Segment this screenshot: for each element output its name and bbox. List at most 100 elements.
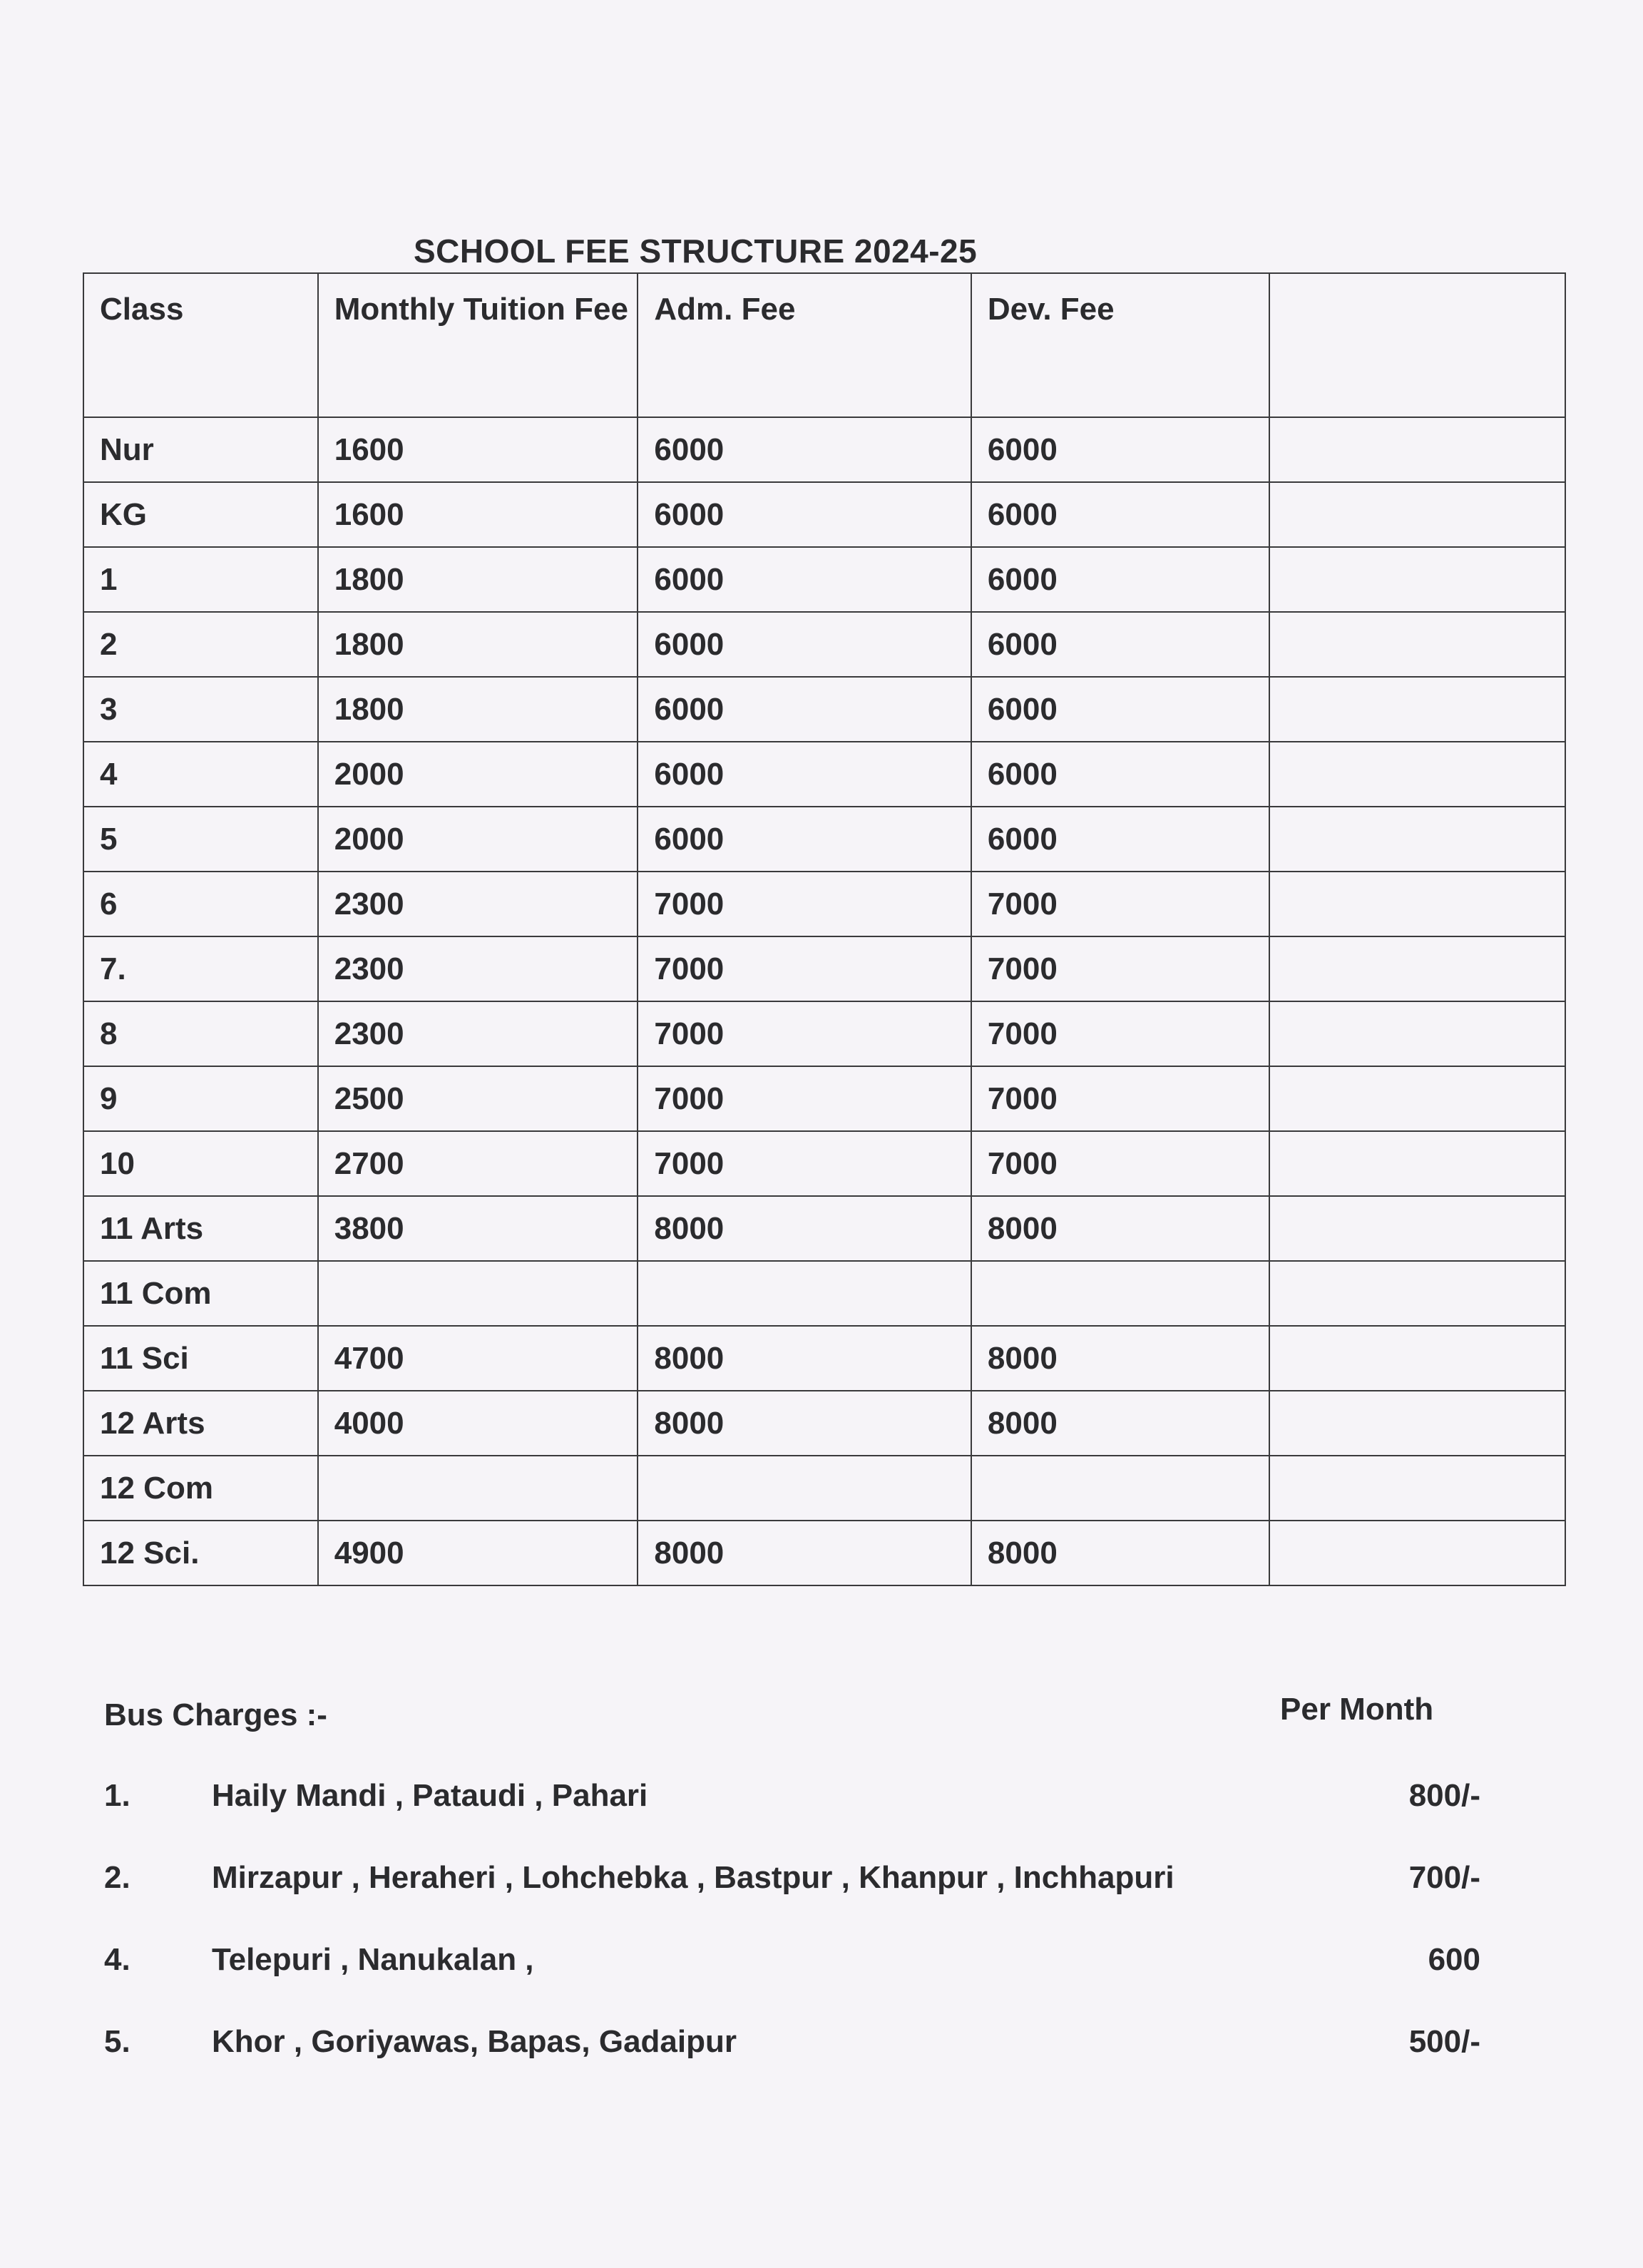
cell-monthly-tuition-fee: 2000 xyxy=(317,741,639,807)
cell-dev-fee: 6000 xyxy=(970,741,1270,807)
cell-monthly-tuition-fee: 2300 xyxy=(317,936,639,1002)
cell-class: 4 xyxy=(83,741,319,807)
table-row: Nur 1600 6000 6000 xyxy=(83,417,1566,483)
cell-blank xyxy=(1268,1195,1566,1262)
cell-blank xyxy=(1268,1001,1566,1067)
cell-class: 12 Com xyxy=(83,1455,319,1521)
route-number: 1. xyxy=(104,1778,130,1813)
table-row: 7. 2300 7000 7000 xyxy=(83,936,1566,1002)
route-places: Khor , Goriyawas, Bapas, Gadaipur xyxy=(212,2024,737,2059)
table-row: 11 Arts 3800 8000 8000 xyxy=(83,1195,1566,1262)
cell-adm-fee: 7000 xyxy=(637,1001,972,1067)
cell-dev-fee: 6000 xyxy=(970,676,1270,742)
cell-class: 11 Com xyxy=(83,1260,319,1327)
route-amount: 800/- xyxy=(1408,1778,1480,1813)
cell-adm-fee xyxy=(637,1455,972,1521)
cell-adm-fee: 6000 xyxy=(637,546,972,613)
cell-monthly-tuition-fee xyxy=(317,1260,639,1327)
cell-monthly-tuition-fee: 2300 xyxy=(317,1001,639,1067)
table-row: KG 1600 6000 6000 xyxy=(83,481,1566,548)
fee-table: Class Monthly Tuition Fee Adm. Fee Dev. … xyxy=(83,272,1566,1586)
cell-adm-fee: 6000 xyxy=(637,676,972,742)
cell-dev-fee: 7000 xyxy=(970,1001,1270,1067)
cell-adm-fee: 6000 xyxy=(637,806,972,872)
cell-class: 11 Arts xyxy=(83,1195,319,1262)
cell-adm-fee: 8000 xyxy=(637,1195,972,1262)
cell-monthly-tuition-fee: 2300 xyxy=(317,871,639,937)
bus-charges-heading: Bus Charges :- xyxy=(104,1697,327,1732)
cell-class: 2 xyxy=(83,611,319,678)
cell-dev-fee: 6000 xyxy=(970,546,1270,613)
cell-dev-fee: 7000 xyxy=(970,936,1270,1002)
cell-monthly-tuition-fee: 4700 xyxy=(317,1325,639,1391)
cell-blank xyxy=(1268,611,1566,678)
cell-dev-fee: 8000 xyxy=(970,1520,1270,1586)
cell-class: KG xyxy=(83,481,319,548)
bus-route-item: 4. Telepuri , Nanukalan , 600 xyxy=(104,1942,1480,1985)
cell-monthly-tuition-fee: 2000 xyxy=(317,806,639,872)
cell-blank xyxy=(1268,1325,1566,1391)
table-row: 9 2500 7000 7000 xyxy=(83,1066,1566,1132)
header-adm-fee: Adm. Fee xyxy=(637,272,972,418)
cell-dev-fee: 6000 xyxy=(970,417,1270,483)
table-row: 5 2000 6000 6000 xyxy=(83,806,1566,872)
cell-monthly-tuition-fee: 1600 xyxy=(317,481,639,548)
cell-adm-fee: 6000 xyxy=(637,611,972,678)
table-row: 12 Sci. 4900 8000 8000 xyxy=(83,1520,1566,1586)
cell-monthly-tuition-fee: 2500 xyxy=(317,1066,639,1132)
cell-adm-fee: 7000 xyxy=(637,871,972,937)
cell-adm-fee: 7000 xyxy=(637,1130,972,1197)
cell-dev-fee: 8000 xyxy=(970,1325,1270,1391)
cell-monthly-tuition-fee: 1800 xyxy=(317,546,639,613)
cell-class: 12 Arts xyxy=(83,1390,319,1456)
route-number: 4. xyxy=(104,1942,130,1977)
cell-class: 6 xyxy=(83,871,319,937)
cell-class: 9 xyxy=(83,1066,319,1132)
bus-route-item: 1. Haily Mandi , Pataudi , Pahari 800/- xyxy=(104,1778,1480,1821)
cell-monthly-tuition-fee: 1800 xyxy=(317,676,639,742)
cell-class: 10 xyxy=(83,1130,319,1197)
table-row: 11 Com xyxy=(83,1260,1566,1327)
table-row: 4 2000 6000 6000 xyxy=(83,741,1566,807)
table-row: 12 Arts 4000 8000 8000 xyxy=(83,1390,1566,1456)
cell-adm-fee: 7000 xyxy=(637,1066,972,1132)
cell-class: 5 xyxy=(83,806,319,872)
cell-dev-fee: 7000 xyxy=(970,1130,1270,1197)
cell-blank xyxy=(1268,806,1566,872)
route-places: Telepuri , Nanukalan , xyxy=(212,1942,534,1977)
route-places: Haily Mandi , Pataudi , Pahari xyxy=(212,1778,648,1813)
route-amount: 600 xyxy=(1428,1942,1480,1977)
cell-dev-fee: 6000 xyxy=(970,611,1270,678)
cell-blank xyxy=(1268,1130,1566,1197)
table-row: 8 2300 7000 7000 xyxy=(83,1001,1566,1067)
cell-monthly-tuition-fee: 1600 xyxy=(317,417,639,483)
cell-adm-fee: 8000 xyxy=(637,1520,972,1586)
cell-adm-fee xyxy=(637,1260,972,1327)
cell-monthly-tuition-fee: 4900 xyxy=(317,1520,639,1586)
cell-blank xyxy=(1268,1455,1566,1521)
cell-adm-fee: 8000 xyxy=(637,1390,972,1456)
cell-class: 8 xyxy=(83,1001,319,1067)
bus-route-item: 2. Mirzapur , Heraheri , Lohchebka , Bast… xyxy=(104,1860,1480,1903)
cell-blank xyxy=(1268,546,1566,613)
table-header-row: Class Monthly Tuition Fee Adm. Fee Dev. … xyxy=(83,272,1566,418)
cell-blank xyxy=(1268,1066,1566,1132)
cell-adm-fee: 6000 xyxy=(637,481,972,548)
cell-class: 1 xyxy=(83,546,319,613)
route-amount: 700/- xyxy=(1408,1860,1480,1895)
table-row: 1 1800 6000 6000 xyxy=(83,546,1566,613)
route-number: 5. xyxy=(104,2024,130,2059)
per-month-label: Per Month xyxy=(1280,1692,1434,1727)
cell-dev-fee xyxy=(970,1260,1270,1327)
cell-class: 7. xyxy=(83,936,319,1002)
cell-blank xyxy=(1268,741,1566,807)
header-blank xyxy=(1268,272,1566,418)
bus-route-item: 5. Khor , Goriyawas, Bapas, Gadaipur 500/… xyxy=(104,2024,1480,2067)
cell-adm-fee: 6000 xyxy=(637,741,972,807)
table-row: 11 Sci 4700 8000 8000 xyxy=(83,1325,1566,1391)
cell-monthly-tuition-fee: 2700 xyxy=(317,1130,639,1197)
header-class: Class xyxy=(83,272,319,418)
header-monthly-tuition-fee: Monthly Tuition Fee xyxy=(317,272,639,418)
cell-dev-fee: 7000 xyxy=(970,871,1270,937)
cell-blank xyxy=(1268,1390,1566,1456)
